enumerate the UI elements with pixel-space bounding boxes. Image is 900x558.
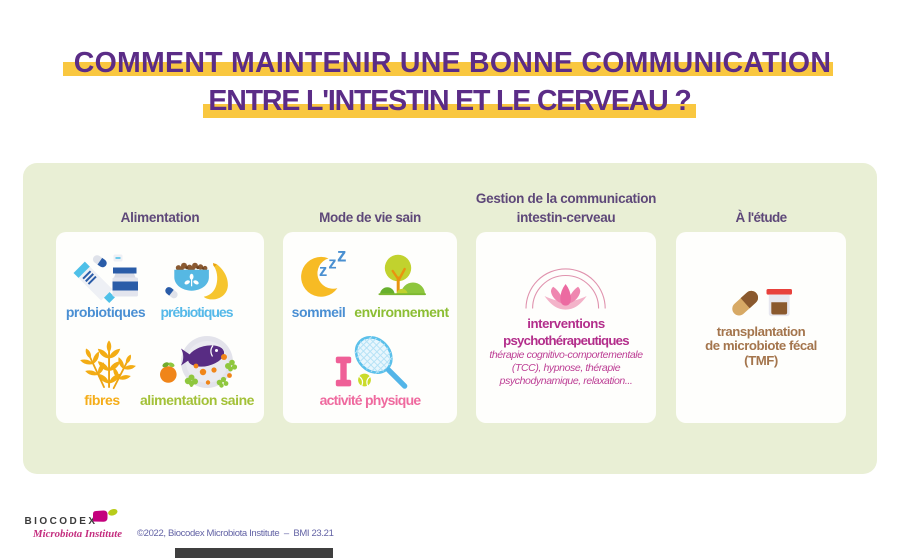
- svg-text:z: z: [337, 246, 347, 267]
- svg-text:z: z: [319, 262, 327, 280]
- svg-text:z: z: [328, 255, 336, 273]
